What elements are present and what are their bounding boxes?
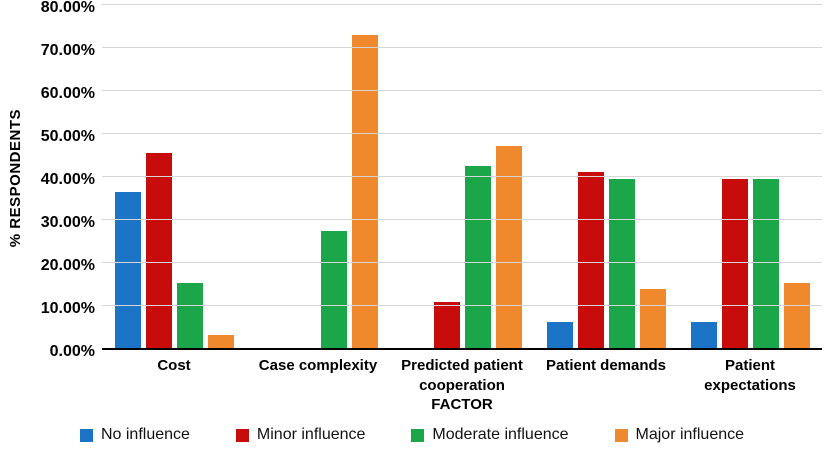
legend-label: Major influence — [635, 426, 745, 443]
x-tick-label: Patient demands — [545, 357, 667, 374]
legend-item: No influence — [79, 426, 190, 444]
bar-groups — [102, 4, 822, 348]
x-tick-label: Patient expectations — [704, 357, 796, 394]
bar — [752, 178, 779, 348]
y-axis-title: % RESPONDENTS — [6, 108, 24, 248]
y-axis-tick-labels: 80.00% 70.00% 60.00% 50.00% 40.00% 30.00% 20.0… — [30, 0, 102, 360]
gridline — [102, 219, 822, 220]
bar-group — [102, 4, 246, 348]
gridline — [102, 47, 822, 48]
x-tick-label: Predicted patient cooperation — [401, 357, 523, 394]
chart-row: % RESPONDENTS 80.00% 70.00% 60.00% 50.00% 40… — [0, 0, 822, 360]
bar — [464, 165, 491, 348]
y-tick-label: 80.00% — [40, 0, 95, 16]
y-tick-label: 60.00% — [40, 85, 95, 102]
bar — [608, 178, 635, 348]
bar — [176, 282, 203, 348]
bar — [546, 321, 573, 348]
legend-label: Moderate influence — [432, 426, 569, 443]
bar — [783, 282, 810, 348]
bar — [320, 230, 347, 348]
bar — [721, 178, 748, 348]
bar — [114, 191, 141, 348]
y-tick-label: 10.00% — [40, 300, 95, 317]
legend-item: Minor influence — [235, 426, 366, 444]
bar — [577, 172, 604, 348]
legend: No influence Minor influence Moderate infl… — [0, 426, 824, 444]
bar-group — [678, 4, 822, 348]
bar — [639, 289, 666, 348]
y-tick-label: 40.00% — [40, 171, 95, 188]
bar — [351, 35, 378, 348]
x-tick-label: Cost — [157, 357, 191, 374]
bar — [690, 321, 717, 348]
y-axis-title-column: % RESPONDENTS — [0, 4, 30, 352]
gridline — [102, 133, 822, 134]
bar-group — [534, 4, 678, 348]
legend-item: Major influence — [614, 426, 745, 444]
legend-item: Moderate influence — [411, 426, 569, 444]
gridline — [102, 176, 822, 177]
bar-group — [246, 4, 390, 348]
legend-marker-icon — [614, 428, 628, 442]
legend-marker-icon — [235, 428, 249, 442]
x-axis-title: FACTOR — [431, 396, 493, 413]
plot-area — [102, 4, 822, 350]
gridline — [102, 4, 822, 5]
gridline — [102, 305, 822, 306]
bar — [207, 334, 234, 348]
legend-marker-icon — [411, 428, 425, 442]
legend-marker-icon — [79, 428, 93, 442]
legend-label: Minor influence — [256, 426, 366, 443]
bar — [495, 146, 522, 348]
legend-label: No influence — [100, 426, 190, 443]
bar — [145, 152, 172, 348]
y-tick-label: 0.00% — [49, 343, 95, 360]
gridline — [102, 90, 822, 91]
y-tick-label: 70.00% — [40, 42, 95, 59]
bar-group — [390, 4, 534, 348]
bar — [433, 302, 460, 348]
y-tick-label: 20.00% — [40, 257, 95, 274]
y-tick-label: 50.00% — [40, 128, 95, 145]
gridline — [102, 262, 822, 263]
x-tick-label: Case complexity — [258, 357, 378, 374]
x-axis-tick-labels: Cost Case complexity Predicted patient coo… — [102, 356, 822, 395]
y-tick-label: 30.00% — [40, 214, 95, 231]
